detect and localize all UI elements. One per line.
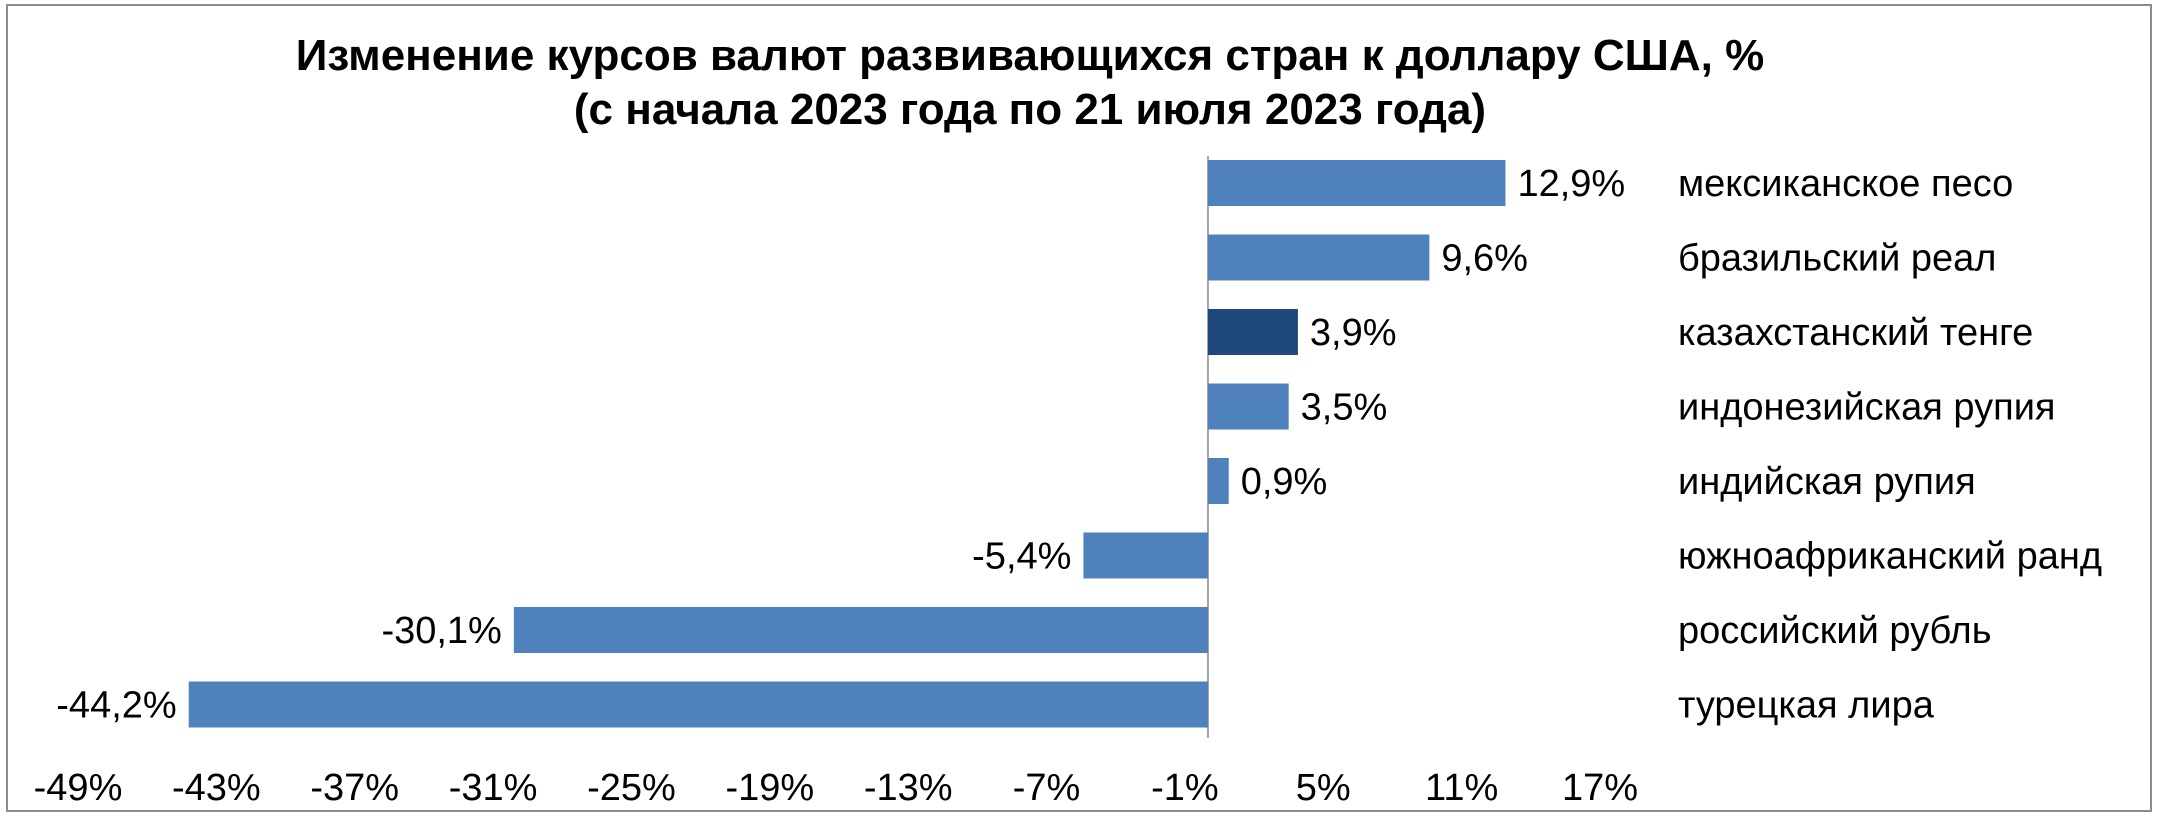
- category-label-0: мексиканское песо: [1678, 163, 2013, 205]
- chart-title: Изменение курсов валют развивающихся стр…: [296, 31, 1764, 80]
- x-tick-label-0: -49%: [34, 767, 123, 809]
- x-tick-label-11: 17%: [1562, 767, 1638, 809]
- category-label-4: индийская рупия: [1678, 461, 1976, 503]
- data-label-6: -30,1%: [381, 610, 501, 652]
- bar-chart: Изменение курсов валют развивающихся стр…: [34, 31, 2102, 809]
- x-tick-label-1: -43%: [172, 767, 261, 809]
- data-label-3: 3,5%: [1301, 387, 1388, 429]
- category-label-5: южноафриканский ранд: [1678, 536, 2102, 578]
- bar-4: [1207, 458, 1229, 504]
- x-tick-label-7: -7%: [1013, 767, 1081, 809]
- bar-2: [1207, 309, 1298, 355]
- x-tick-label-9: 5%: [1296, 767, 1351, 809]
- category-label-3: индонезийская рупия: [1678, 387, 2056, 429]
- data-label-2: 3,9%: [1310, 312, 1397, 354]
- category-label-2: казахстанский тенге: [1678, 312, 2033, 354]
- x-tick-label-10: 11%: [1425, 767, 1498, 809]
- x-tick-label-3: -31%: [449, 767, 538, 809]
- bar-6: [513, 607, 1208, 653]
- bar-1: [1207, 234, 1430, 281]
- data-label-1: 9,6%: [1441, 238, 1528, 280]
- x-tick-label-8: -1%: [1151, 767, 1219, 809]
- category-label-7: турецкая лира: [1678, 685, 1935, 727]
- x-tick-label-4: -25%: [587, 767, 676, 809]
- data-label-4: 0,9%: [1241, 461, 1328, 503]
- bar-3: [1207, 383, 1289, 430]
- data-label-7: -44,2%: [56, 685, 176, 727]
- bars-layer: [188, 156, 1506, 738]
- bar-7: [188, 681, 1208, 728]
- x-tick-label-2: -37%: [310, 767, 399, 809]
- bar-5: [1083, 532, 1208, 579]
- data-label-5: -5,4%: [972, 536, 1071, 578]
- labels-layer: 12,9% мексиканское песо 9,6% бразильский ре…: [56, 163, 2102, 727]
- chart-frame: Изменение курсов валют развивающихся стр…: [6, 4, 2152, 812]
- category-label-6: российский рубль: [1678, 610, 1992, 652]
- x-axis-ticks: -49% -43% -37% -31% -25% -19% -13% -7% -1% 5% 11% 1…: [34, 767, 1638, 809]
- data-label-0: 12,9%: [1517, 163, 1625, 205]
- x-tick-label-5: -19%: [725, 767, 814, 809]
- category-label-1: бразильский реал: [1678, 238, 1996, 280]
- bar-0: [1207, 160, 1506, 206]
- chart-subtitle: (с начала 2023 года по 21 июля 2023 года…: [574, 85, 1486, 134]
- x-tick-label-6: -13%: [864, 767, 953, 809]
